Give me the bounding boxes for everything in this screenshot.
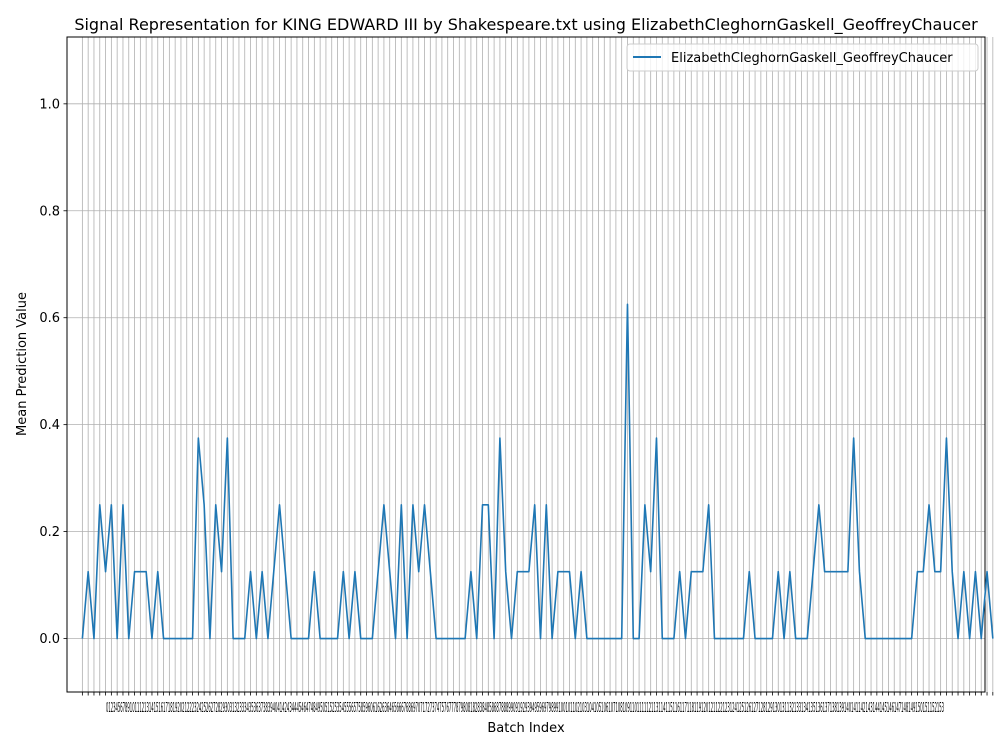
x-axis-label: Batch Index: [487, 721, 565, 736]
y-tick-label: 0.4: [39, 418, 60, 433]
series-group: [81, 303, 994, 640]
legend: ElizabethCleghornGaskell_GeoffreyChaucer: [626, 43, 979, 72]
y-tick-label: 0.8: [39, 204, 60, 219]
y-axis-label: Mean Prediction Value: [15, 292, 30, 436]
y-tick-label: 0.6: [39, 311, 60, 326]
x-axis-ticks: [81, 692, 994, 696]
y-tick-label: 0.0: [39, 632, 60, 647]
y-tick-label: 1.0: [39, 97, 60, 112]
chart-title: Signal Representation for KING EDWARD II…: [74, 15, 978, 35]
x-tick-labels: 0123456789101112131415161718192021222324…: [106, 701, 944, 716]
y-tick-label: 0.2: [39, 525, 60, 540]
series-line: [81, 303, 994, 640]
legend-label: ElizabethCleghornGaskell_GeoffreyChaucer: [671, 51, 953, 66]
legend-box: [626, 43, 979, 72]
y-axis-ticks: 0.0 0.2 0.4 0.6 0.8 1.0: [39, 97, 67, 647]
x-gridlines: [81, 37, 994, 692]
y-gridlines: [67, 103, 985, 639]
plot-area: [66, 36, 986, 693]
